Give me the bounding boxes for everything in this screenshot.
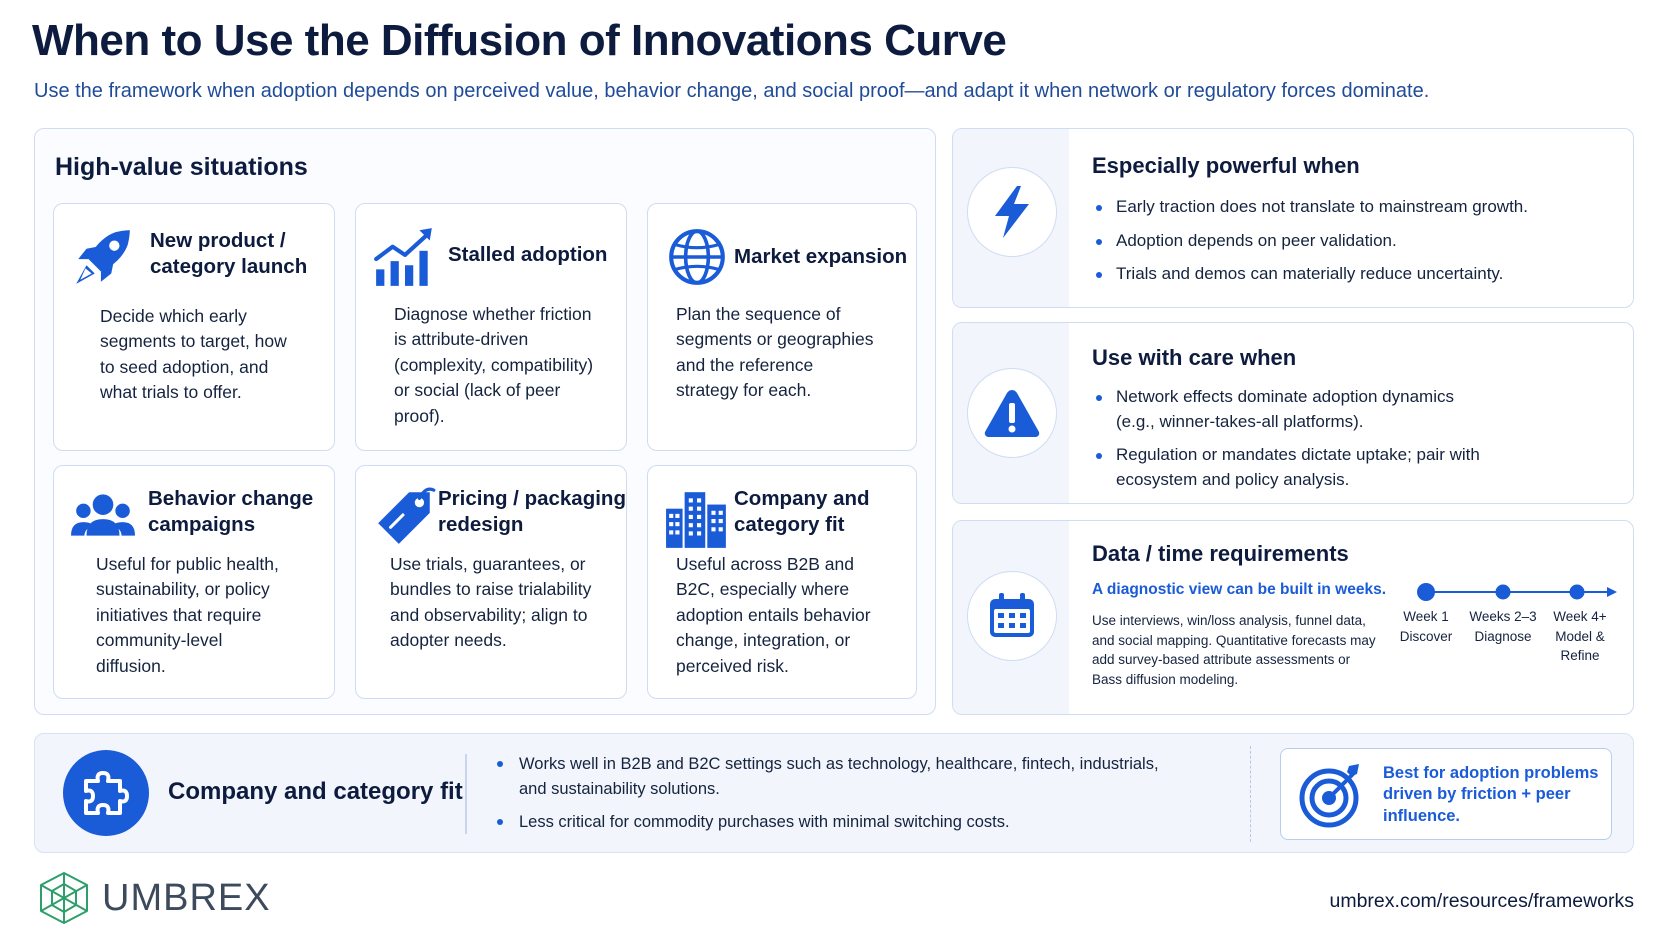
price-tag-icon bbox=[378, 487, 436, 544]
calendar-icon bbox=[990, 593, 1034, 637]
care-panel: Use with care when Network effects domin… bbox=[952, 322, 1634, 504]
card-behavior-change: Behavior change campaigns Useful for pub… bbox=[53, 465, 335, 699]
card-title-line: campaigns bbox=[148, 513, 256, 537]
card-title-line: Company and bbox=[734, 487, 870, 510]
data-time-panel: Data / time requirements A diagnostic vi… bbox=[952, 520, 1634, 715]
card-text-line: sustainability, or policy bbox=[96, 579, 270, 600]
page-subtitle: Use the framework when adoption depends … bbox=[34, 80, 1430, 102]
puzzle-icon bbox=[84, 771, 129, 815]
powerful-list: Early traction does not translate to mai… bbox=[1092, 195, 1622, 296]
card-text-line: proof). bbox=[394, 405, 445, 426]
card-text-line: perceived risk. bbox=[676, 655, 789, 676]
card-text-line: Useful for public health, bbox=[96, 554, 279, 574]
timeline-step-discover: Week 1 Discover bbox=[1399, 609, 1453, 644]
timeline-dot-week4 bbox=[1569, 584, 1585, 600]
data-time-title: Data / time requirements bbox=[1092, 541, 1349, 566]
care-title: Use with care when bbox=[1092, 345, 1297, 370]
list-item: Trials and demos can materially reduce u… bbox=[1092, 262, 1622, 287]
fit-band: Company and category fit Works well in B… bbox=[34, 733, 1634, 853]
data-time-highlight: A diagnostic view can be built in weeks. bbox=[1092, 581, 1387, 598]
card-text-line: change, integration, or bbox=[676, 630, 851, 651]
umbrex-logo-icon bbox=[40, 872, 88, 924]
card-text-line: bundles to raise trialability bbox=[390, 579, 592, 600]
card-title-line: Market expansion bbox=[734, 245, 908, 268]
brand-name: UMBREX bbox=[102, 876, 271, 919]
umbrex-logo: UMBREX bbox=[36, 870, 271, 926]
fit-list: Works well in B2B and B2C settings such … bbox=[493, 752, 1193, 842]
card-text-line: Useful across B2B and bbox=[676, 554, 855, 574]
card-text-line: is attribute-driven bbox=[394, 329, 529, 350]
card-text-line: or social (lack of peer bbox=[394, 380, 561, 401]
target-icon bbox=[1299, 764, 1359, 828]
powerful-panel: Especially powerful when Early traction … bbox=[952, 128, 1634, 308]
list-item: Adoption depends on peer validation. bbox=[1092, 229, 1622, 254]
rocket-icon bbox=[76, 230, 130, 284]
card-market-expansion: Market expansion Plan the sequence of se… bbox=[647, 203, 917, 451]
card-title-line: category fit bbox=[734, 513, 845, 537]
card-text-line: initiatives that require bbox=[96, 604, 262, 625]
list-item: Less critical for commodity purchases wi… bbox=[493, 810, 1193, 835]
people-icon bbox=[71, 494, 135, 536]
card-title-line: Pricing / packaging bbox=[438, 487, 626, 510]
timeline-line bbox=[1417, 583, 1617, 601]
lightning-icon bbox=[995, 186, 1029, 238]
list-item: Works well in B2B and B2C settings such … bbox=[493, 752, 1193, 802]
card-title-line: New product / bbox=[150, 229, 286, 252]
best-for-text: Best for adoption problems driven by fri… bbox=[1383, 764, 1599, 825]
card-text-line: segments or geographies bbox=[676, 329, 874, 350]
card-pricing-packaging: Pricing / packaging redesign Use trials,… bbox=[355, 465, 627, 699]
card-text-line: B2C, especially where bbox=[676, 579, 850, 600]
card-text-line: Plan the sequence of bbox=[676, 304, 841, 324]
list-item: Regulation or mandates dictate uptake; p… bbox=[1092, 443, 1622, 492]
high-value-title: High-value situations bbox=[55, 153, 308, 181]
timeline-step-model-refine: Week 4+ Model & Refine bbox=[1553, 609, 1607, 664]
card-text-line: Use trials, guarantees, or bbox=[390, 554, 586, 574]
card-text-line: segments to target, how bbox=[100, 331, 287, 352]
card-new-product: New product / category launch Decide whi… bbox=[53, 203, 335, 451]
card-text-line: adopter needs. bbox=[390, 630, 507, 651]
page-title: When to Use the Diffusion of Innovations… bbox=[32, 16, 1007, 65]
footer-url[interactable]: umbrex.com/resources/frameworks bbox=[1329, 890, 1635, 912]
card-text-line: adoption entails behavior bbox=[676, 604, 871, 625]
card-text-line: Diagnose whether friction bbox=[394, 304, 592, 324]
best-for-callout: Best for adoption problems driven by fri… bbox=[1280, 748, 1612, 840]
card-title-line: category launch bbox=[150, 255, 308, 279]
care-list: Network effects dominate adoption dynami… bbox=[1092, 385, 1622, 502]
timeline-step-diagnose: Weeks 2–3 Diagnose bbox=[1469, 609, 1537, 644]
data-time-detail: Use interviews, win/loss analysis, funne… bbox=[1092, 613, 1376, 687]
high-value-panel: High-value situations New product / cate… bbox=[34, 128, 936, 715]
buildings-icon bbox=[666, 492, 726, 548]
card-company-category-fit: Company and category fit Useful across B… bbox=[647, 465, 917, 699]
card-text-line: community-level bbox=[96, 630, 223, 651]
timeline-dot-week1 bbox=[1417, 583, 1435, 601]
card-stalled-adoption: Stalled adoption Diagnose whether fricti… bbox=[355, 203, 627, 451]
card-text-line: and observability; align to bbox=[390, 604, 588, 625]
card-text-line: to seed adoption, and bbox=[100, 356, 269, 377]
card-text-line: (complexity, compatibility) bbox=[394, 354, 594, 375]
card-title-line: Stalled adoption bbox=[448, 243, 608, 266]
growth-chart-icon bbox=[374, 228, 432, 286]
timeline: Week 1 Discover Weeks 2–3 Diagnose Week … bbox=[1400, 577, 1621, 677]
card-text-line: what trials to offer. bbox=[100, 382, 242, 403]
fit-title: Company and category fit bbox=[168, 778, 463, 805]
card-text-line: Decide which early bbox=[100, 306, 247, 326]
card-text-line: and the reference bbox=[676, 354, 814, 375]
card-title-line: Behavior change bbox=[148, 487, 314, 510]
timeline-dot-weeks2-3 bbox=[1495, 584, 1511, 600]
list-item: Early traction does not translate to mai… bbox=[1092, 195, 1622, 220]
warning-icon bbox=[984, 390, 1040, 437]
card-title-line: redesign bbox=[438, 513, 524, 537]
card-text-line: strategy for each. bbox=[676, 380, 812, 401]
powerful-title: Especially powerful when bbox=[1092, 153, 1360, 178]
globe-icon bbox=[669, 229, 725, 285]
card-text-line: diffusion. bbox=[96, 655, 166, 676]
list-item: Network effects dominate adoption dynami… bbox=[1092, 385, 1622, 434]
